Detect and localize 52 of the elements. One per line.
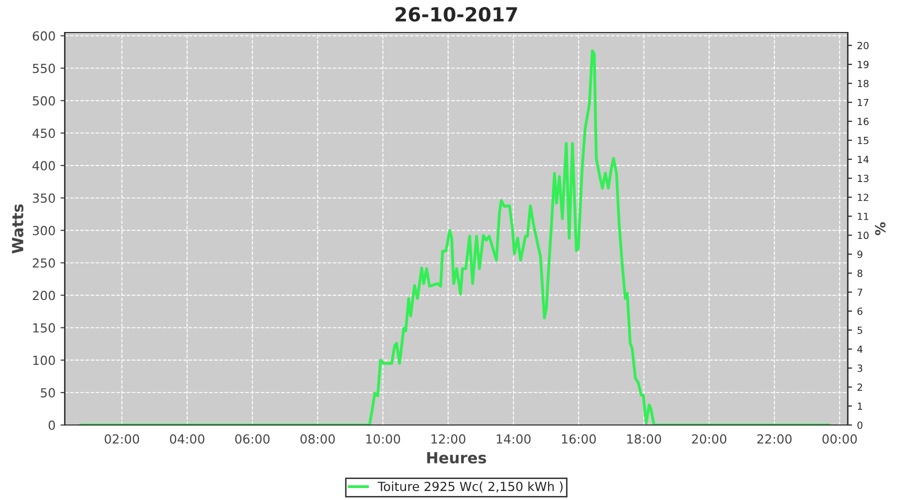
x-tick-label: 14:00 <box>496 434 531 444</box>
y2-axis-title: % <box>875 222 886 236</box>
y2-tick-label: 14 <box>858 156 869 163</box>
y-tick-label: 400 <box>32 160 55 170</box>
x-tick-label: 18:00 <box>627 434 662 444</box>
x-axis-title: Heures <box>427 452 486 464</box>
y2-tick-label: 5 <box>858 326 862 334</box>
y-tick-label: 50 <box>40 388 55 398</box>
y2-tick-label: 7 <box>858 288 862 296</box>
y2-tick-label: 9 <box>857 250 862 258</box>
y2-tick-label: 11 <box>858 212 868 220</box>
y-tick-label: 0 <box>48 420 55 430</box>
y2-tick-label: 16 <box>858 118 869 126</box>
y-tick-label: 200 <box>32 290 55 300</box>
y2-tick-label: 18 <box>858 80 869 88</box>
y-tick-label: 500 <box>32 96 55 106</box>
x-tick-label: 00:00 <box>822 434 857 444</box>
x-tick-label: 06:00 <box>235 434 270 444</box>
y2-tick-label: 1 <box>858 402 862 410</box>
y2-tick-label: 8 <box>857 270 862 277</box>
x-tick-label: 16:00 <box>562 434 596 444</box>
line-series <box>78 49 831 425</box>
y2-tick-label: 10 <box>858 232 869 240</box>
y2-tick-label: 4 <box>857 346 862 353</box>
x-tick-label: 22:00 <box>757 434 792 444</box>
y2-tick-label: 19 <box>858 60 869 68</box>
y-tick-label: 550 <box>32 64 55 74</box>
y-tick-label: 150 <box>33 323 55 333</box>
y2-tick-label: 13 <box>858 174 868 182</box>
x-tick-label: 04:00 <box>170 434 204 444</box>
x-tick-label: 02:00 <box>104 434 140 444</box>
y-axis-title: Watts <box>12 204 24 254</box>
x-tick-label: 20:00 <box>692 434 726 444</box>
y2-tick-label: 17 <box>858 98 868 106</box>
y-tick-label: 450 <box>32 128 55 138</box>
y2-tick-label: 15 <box>858 136 868 144</box>
y2-tick-label: 2 <box>858 384 862 391</box>
y2-tick-label: 0 <box>857 421 862 429</box>
legend-label: Toiture 2925 Wc( 2,150 kWh ) <box>378 481 563 493</box>
y-tick-label: 600 <box>32 31 55 41</box>
y-tick-label: 350 <box>32 193 55 203</box>
x-tick-label: 08:00 <box>300 434 335 444</box>
y2-tick-label: 6 <box>858 308 862 315</box>
x-tick-label: 12:00 <box>432 434 466 444</box>
y2-tick-label: 20 <box>858 42 869 50</box>
y2-tick-label: 12 <box>858 194 868 201</box>
y-tick-label: 100 <box>33 356 55 366</box>
y-tick-label: 300 <box>32 226 55 236</box>
y2-tick-label: 3 <box>858 364 862 372</box>
x-tick-label: 10:00 <box>366 434 400 444</box>
chart-title: 26-10-2017 <box>396 6 517 22</box>
y-tick-label: 250 <box>32 258 55 268</box>
